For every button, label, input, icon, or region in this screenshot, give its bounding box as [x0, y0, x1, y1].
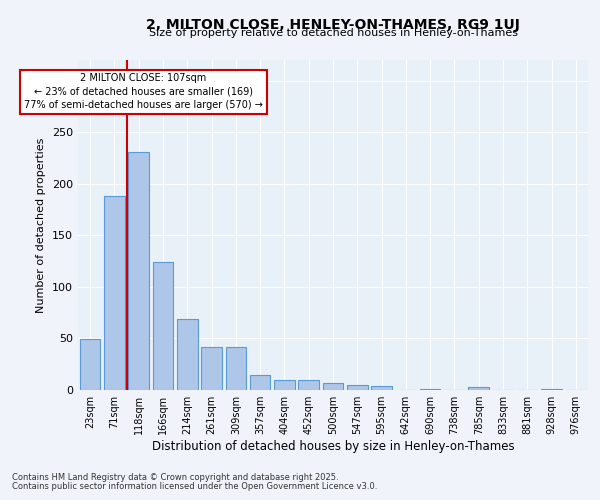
Y-axis label: Number of detached properties: Number of detached properties [37, 138, 46, 312]
Bar [104, 196, 125, 390]
Bar [201, 346, 222, 390]
Text: Size of property relative to detached houses in Henley-on-Thames: Size of property relative to detached ho… [149, 28, 517, 38]
Bar [298, 380, 319, 390]
Bar [152, 262, 173, 390]
Bar [250, 374, 271, 390]
Bar [80, 340, 100, 390]
Text: 2 MILTON CLOSE: 107sqm
← 23% of detached houses are smaller (169)
77% of semi-de: 2 MILTON CLOSE: 107sqm ← 23% of detached… [24, 74, 263, 110]
Bar [323, 383, 343, 390]
Bar [541, 389, 562, 390]
Bar [469, 387, 489, 390]
Bar [177, 319, 197, 390]
Text: Contains public sector information licensed under the Open Government Licence v3: Contains public sector information licen… [12, 482, 377, 491]
Bar [226, 346, 246, 390]
Bar [274, 380, 295, 390]
Bar [420, 389, 440, 390]
Text: 2, MILTON CLOSE, HENLEY-ON-THAMES, RG9 1UJ: 2, MILTON CLOSE, HENLEY-ON-THAMES, RG9 1… [146, 18, 520, 32]
X-axis label: Distribution of detached houses by size in Henley-on-Thames: Distribution of detached houses by size … [152, 440, 514, 453]
Text: Contains HM Land Registry data © Crown copyright and database right 2025.: Contains HM Land Registry data © Crown c… [12, 474, 338, 482]
Bar [128, 152, 149, 390]
Bar [347, 385, 368, 390]
Bar [371, 386, 392, 390]
